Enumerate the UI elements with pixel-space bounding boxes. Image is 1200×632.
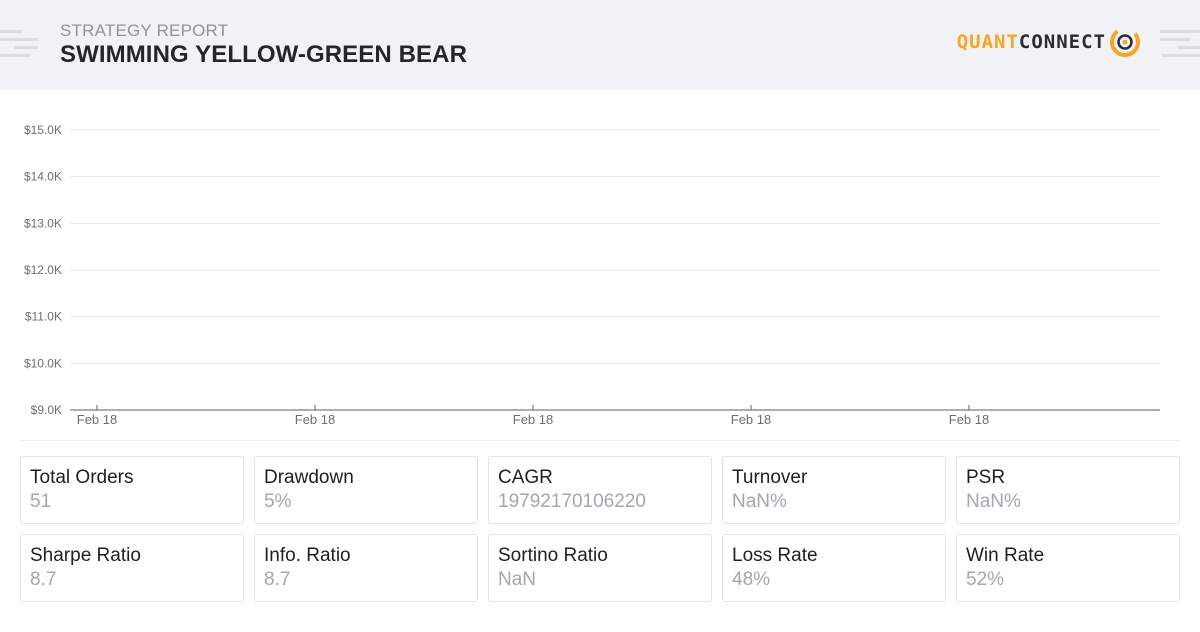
- stat-label: Sortino Ratio: [498, 545, 608, 566]
- equity-chart-svg: $15.0K $14.0K $13.0K $12.0K $11.0K $10.0K $9.0…: [24, 123, 1160, 427]
- y-tick-label: $10.0K: [24, 356, 62, 370]
- stat-card-sharpe-ratio: Sharpe Ratio 8.7: [20, 534, 244, 602]
- stat-value: NaN%: [732, 491, 787, 512]
- y-tick-label: $12.0K: [24, 263, 62, 277]
- report-eyebrow: STRATEGY REPORT: [60, 21, 229, 40]
- stat-value: NaN: [498, 569, 537, 590]
- stat-label: Win Rate: [966, 545, 1045, 566]
- section-divider: [20, 440, 1180, 441]
- stat-card-cagr: CAGR 19792170106220: [488, 456, 712, 524]
- stat-value: 5%: [264, 491, 292, 512]
- stat-card-loss-rate: Loss Rate 48%: [722, 534, 946, 602]
- quantconnect-logo: QUANT CONNECT: [957, 22, 1142, 62]
- x-tick-label: Feb 18: [77, 412, 117, 427]
- stat-value: NaN%: [966, 491, 1021, 512]
- x-tick-label: Feb 18: [513, 412, 553, 427]
- x-tick-label: Feb 18: [295, 412, 335, 427]
- y-tick-label: $9.0K: [31, 403, 62, 417]
- logo-text-quant: QUANT: [956, 31, 1019, 53]
- stat-label: CAGR: [498, 467, 553, 488]
- stat-card-sortino-ratio: Sortino Ratio NaN: [488, 534, 712, 602]
- stat-label: Total Orders: [30, 467, 134, 488]
- stat-card-win-rate: Win Rate 52%: [956, 534, 1180, 602]
- stat-label: Drawdown: [264, 467, 354, 488]
- stat-label: PSR: [966, 467, 1006, 488]
- logo-text-connect: CONNECT: [1018, 31, 1106, 53]
- stat-value: 52%: [966, 569, 1005, 590]
- equity-chart: $15.0K $14.0K $13.0K $12.0K $11.0K $10.0K $9.0…: [0, 110, 1200, 430]
- logo-mark-icon: [1110, 27, 1140, 57]
- stat-card-total-orders: Total Orders 51: [20, 456, 244, 524]
- y-tick-label: $13.0K: [24, 216, 62, 230]
- stat-value: 51: [30, 491, 52, 512]
- stat-label: Loss Rate: [732, 545, 818, 566]
- y-tick-label: $11.0K: [25, 310, 62, 324]
- stat-card-drawdown: Drawdown 5%: [254, 456, 478, 524]
- report-header: STRATEGY REPORT SWIMMING YELLOW-GREEN BE…: [0, 0, 1200, 90]
- stat-label: Turnover: [732, 467, 808, 488]
- x-tick-label: Feb 18: [949, 412, 989, 427]
- stat-value: 19792170106220: [498, 491, 646, 512]
- stat-value: 48%: [732, 569, 771, 590]
- y-tick-label: $14.0K: [24, 170, 62, 184]
- stat-value: 8.7: [30, 569, 57, 590]
- stat-card-psr: PSR NaN%: [956, 456, 1180, 524]
- stat-label: Sharpe Ratio: [30, 545, 141, 566]
- stat-card-info-ratio: Info. Ratio 8.7: [254, 534, 478, 602]
- stat-card-turnover: Turnover NaN%: [722, 456, 946, 524]
- stat-label: Info. Ratio: [264, 545, 351, 566]
- stat-value: 8.7: [264, 569, 291, 590]
- strategy-title: SWIMMING YELLOW-GREEN BEAR: [60, 41, 468, 68]
- x-tick-label: Feb 18: [731, 412, 771, 427]
- y-tick-label: $15.0K: [24, 123, 62, 137]
